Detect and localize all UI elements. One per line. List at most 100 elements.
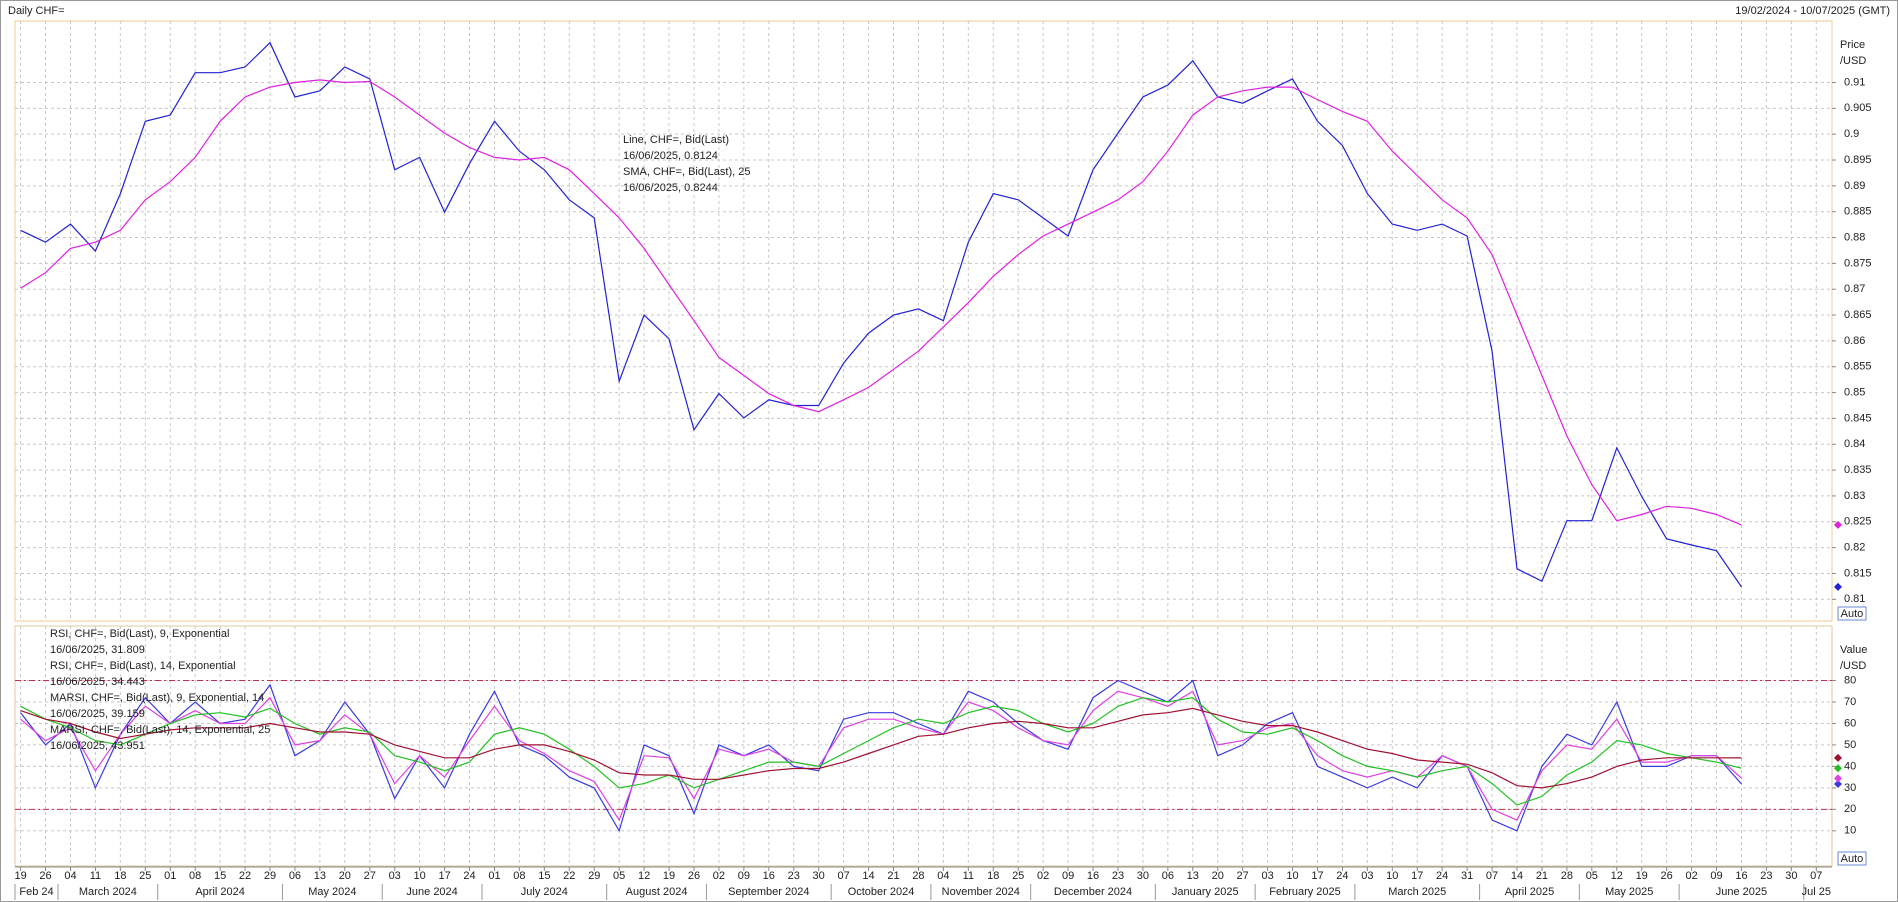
month-label: November 2024 bbox=[942, 886, 1020, 898]
y-tick-label: 0.855 bbox=[1844, 361, 1872, 373]
x-tick-label: 06 bbox=[1162, 870, 1174, 882]
month-label: Feb 24 bbox=[19, 886, 53, 898]
x-tick-label: 08 bbox=[513, 870, 525, 882]
auto-button-label[interactable]: Auto bbox=[1841, 608, 1864, 620]
x-tick-label: 16 bbox=[1735, 870, 1747, 882]
x-tick-label: 02 bbox=[713, 870, 725, 882]
auto-button[interactable] bbox=[1837, 606, 1867, 621]
month-label: October 2024 bbox=[848, 886, 915, 898]
y-tick-label: 0.84 bbox=[1844, 438, 1865, 450]
month-label: December 2024 bbox=[1054, 886, 1132, 898]
auto-button[interactable] bbox=[1837, 851, 1867, 866]
legend-name: SMA, CHF=, Bid(Last), 25 bbox=[623, 166, 750, 178]
x-tick-label: 19 bbox=[663, 870, 675, 882]
x-tick-label: 17 bbox=[1311, 870, 1323, 882]
x-tick-label: 23 bbox=[1760, 870, 1772, 882]
x-tick-label: 07 bbox=[1486, 870, 1498, 882]
y-axis-title: Price bbox=[1840, 39, 1865, 51]
y-tick-label: 0.885 bbox=[1844, 206, 1872, 218]
series-line bbox=[20, 79, 1742, 526]
x-tick-label: 08 bbox=[189, 870, 201, 882]
x-tick-label: 22 bbox=[239, 870, 251, 882]
x-tick-label: 26 bbox=[1661, 870, 1673, 882]
y-tick-label: 0.835 bbox=[1844, 464, 1872, 476]
x-tick-label: 13 bbox=[1187, 870, 1199, 882]
x-tick-label: 09 bbox=[1710, 870, 1722, 882]
legend-last-value: 16/06/2025, 34.443 bbox=[50, 676, 145, 688]
y-axis-title: /USD bbox=[1840, 660, 1866, 672]
x-tick-label: 17 bbox=[1411, 870, 1423, 882]
month-label: September 2024 bbox=[728, 886, 809, 898]
y-tick-label: 0.845 bbox=[1844, 412, 1872, 424]
last-value-marker bbox=[1834, 779, 1842, 788]
month-label: March 2025 bbox=[1388, 886, 1446, 898]
legend-last-value: 16/06/2025, 31.809 bbox=[50, 644, 145, 656]
x-tick-label: 10 bbox=[1286, 870, 1298, 882]
x-tick-label: 29 bbox=[264, 870, 276, 882]
y-tick-label: 0.85 bbox=[1844, 386, 1865, 398]
y-tick-label: 40 bbox=[1844, 760, 1856, 772]
legend-last-value: 16/06/2025, 43.951 bbox=[50, 740, 145, 752]
x-tick-label: 04 bbox=[64, 870, 76, 882]
y-tick-label: 20 bbox=[1844, 803, 1856, 815]
y-tick-label: 80 bbox=[1844, 674, 1856, 686]
x-tick-label: 01 bbox=[164, 870, 176, 882]
plot-area bbox=[14, 20, 1833, 622]
y-tick-label: 0.865 bbox=[1844, 309, 1872, 321]
series-line bbox=[20, 690, 1742, 822]
x-tick-label: 26 bbox=[688, 870, 700, 882]
month-label: May 2025 bbox=[1605, 886, 1653, 898]
x-tick-label: 10 bbox=[414, 870, 426, 882]
x-tick-label: 24 bbox=[463, 870, 475, 882]
x-tick-label: 25 bbox=[1012, 870, 1024, 882]
x-tick-label: 01 bbox=[488, 870, 500, 882]
x-tick-label: 16 bbox=[1087, 870, 1099, 882]
month-label: June 2025 bbox=[1716, 886, 1767, 898]
x-tick-label: 26 bbox=[39, 870, 51, 882]
month-label: April 2025 bbox=[1505, 886, 1555, 898]
x-tick-label: 13 bbox=[314, 870, 326, 882]
panel: 0.81 0.815 0.82 0.825 0.83 0.835 0.84 0.845 0.85… bbox=[14, 20, 1872, 622]
date-range: 19/02/2024 - 10/07/2025 (GMT) bbox=[1735, 5, 1890, 17]
x-tick-label: 19 bbox=[1636, 870, 1648, 882]
x-tick-label: 11 bbox=[963, 870, 974, 882]
y-axis-title: Value bbox=[1840, 644, 1867, 656]
legend-name: MARSI, CHF=, Bid(Last), 9, Exponential, … bbox=[50, 692, 264, 704]
x-tick-label: 24 bbox=[1336, 870, 1348, 882]
x-tick-label: 16 bbox=[763, 870, 775, 882]
x-tick-label: 02 bbox=[1685, 870, 1697, 882]
x-tick-label: 06 bbox=[289, 870, 301, 882]
month-label: May 2024 bbox=[308, 886, 356, 898]
month-label: Jul 25 bbox=[1802, 886, 1831, 898]
series-line bbox=[20, 707, 1742, 789]
y-tick-label: 0.87 bbox=[1844, 283, 1865, 295]
legend-name: MARSI, CHF=, Bid(Last), 14, Exponential,… bbox=[50, 724, 270, 736]
x-tick-label: 05 bbox=[1586, 870, 1598, 882]
chart-title: Daily CHF= bbox=[8, 5, 65, 17]
x-tick-label: 28 bbox=[1561, 870, 1573, 882]
x-tick-label: 30 bbox=[1785, 870, 1797, 882]
y-tick-label: 0.825 bbox=[1844, 516, 1872, 528]
x-tick-label: 23 bbox=[1112, 870, 1124, 882]
x-tick-label: 19 bbox=[14, 870, 26, 882]
x-tick-label: 20 bbox=[339, 870, 351, 882]
month-label: June 2024 bbox=[406, 886, 457, 898]
legend-name: RSI, CHF=, Bid(Last), 9, Exponential bbox=[50, 628, 229, 640]
x-tick-label: 27 bbox=[1237, 870, 1249, 882]
y-tick-label: 0.89 bbox=[1844, 180, 1865, 192]
x-tick-label: 03 bbox=[1261, 870, 1273, 882]
plot-area bbox=[14, 625, 1833, 867]
last-value-marker bbox=[1834, 520, 1842, 529]
x-tick-label: 24 bbox=[1436, 870, 1448, 882]
y-axis-title: /USD bbox=[1840, 55, 1866, 67]
x-tick-label: 07 bbox=[837, 870, 849, 882]
auto-button-label[interactable]: Auto bbox=[1841, 853, 1864, 865]
month-label: April 2024 bbox=[195, 886, 245, 898]
month-label: August 2024 bbox=[626, 886, 688, 898]
last-value-marker bbox=[1834, 764, 1842, 773]
y-tick-label: 0.875 bbox=[1844, 257, 1872, 269]
series-line bbox=[20, 41, 1742, 588]
last-value-marker bbox=[1834, 753, 1842, 762]
y-tick-label: 0.815 bbox=[1844, 567, 1872, 579]
